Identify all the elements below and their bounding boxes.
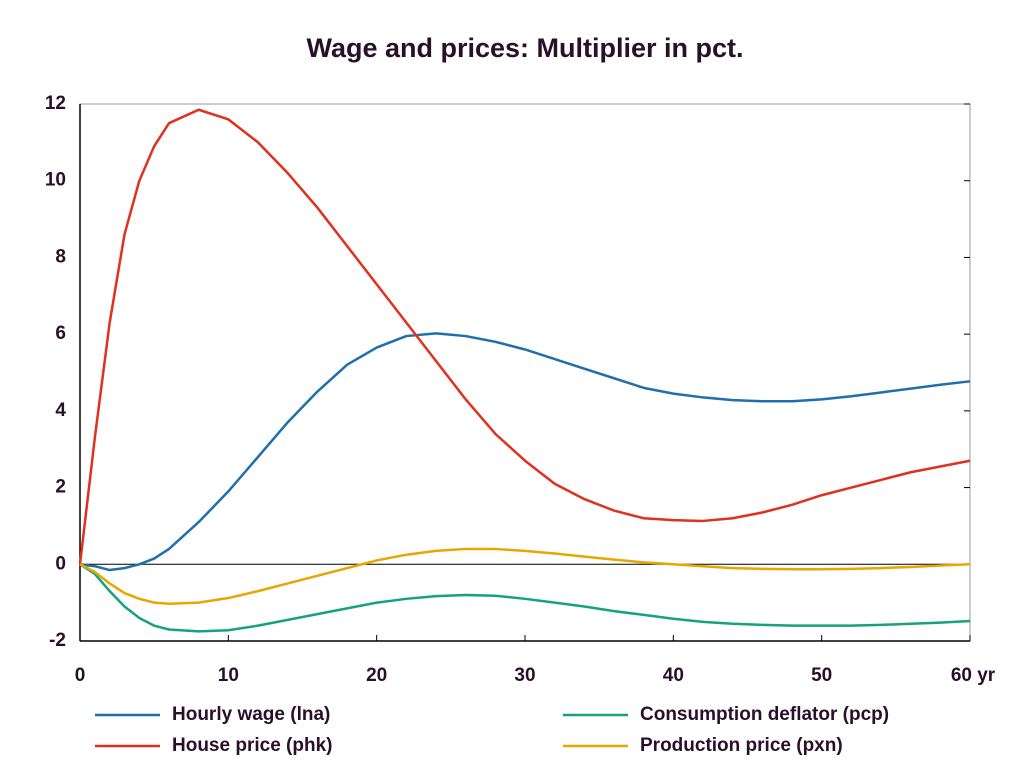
x-tick-label: 10 xyxy=(218,665,239,686)
x-tick-label: 20 xyxy=(366,665,387,686)
x-tick-label: 40 xyxy=(663,665,684,686)
legend-label: Consumption deflator (pcp) xyxy=(640,704,889,725)
series-line xyxy=(79,332,971,572)
y-tick-label: 0 xyxy=(55,553,66,574)
y-tick-label: 4 xyxy=(55,400,66,421)
legend-label: House price (phk) xyxy=(172,735,332,756)
y-tick-label: 2 xyxy=(55,477,66,498)
y-tick-label: 10 xyxy=(45,170,66,191)
legend-label: Production price (pxn) xyxy=(640,735,843,756)
x-tick-label: 0 xyxy=(75,665,86,686)
legend-label: Hourly wage (lna) xyxy=(172,704,330,725)
series-line xyxy=(79,563,971,633)
y-tick-label: -2 xyxy=(49,630,66,651)
series-line xyxy=(79,547,971,606)
chart-title: Wage and prices: Multiplier in pct. xyxy=(306,33,743,63)
y-tick-label: 8 xyxy=(55,246,66,267)
x-tick-label: 30 xyxy=(514,665,535,686)
x-tick-label: 60 yr xyxy=(951,665,996,686)
plot-frame xyxy=(79,103,971,642)
y-tick-label: 12 xyxy=(45,93,66,114)
y-tick-label: 6 xyxy=(55,323,66,344)
x-tick-label: 50 xyxy=(811,665,832,686)
series-line xyxy=(78,108,971,565)
